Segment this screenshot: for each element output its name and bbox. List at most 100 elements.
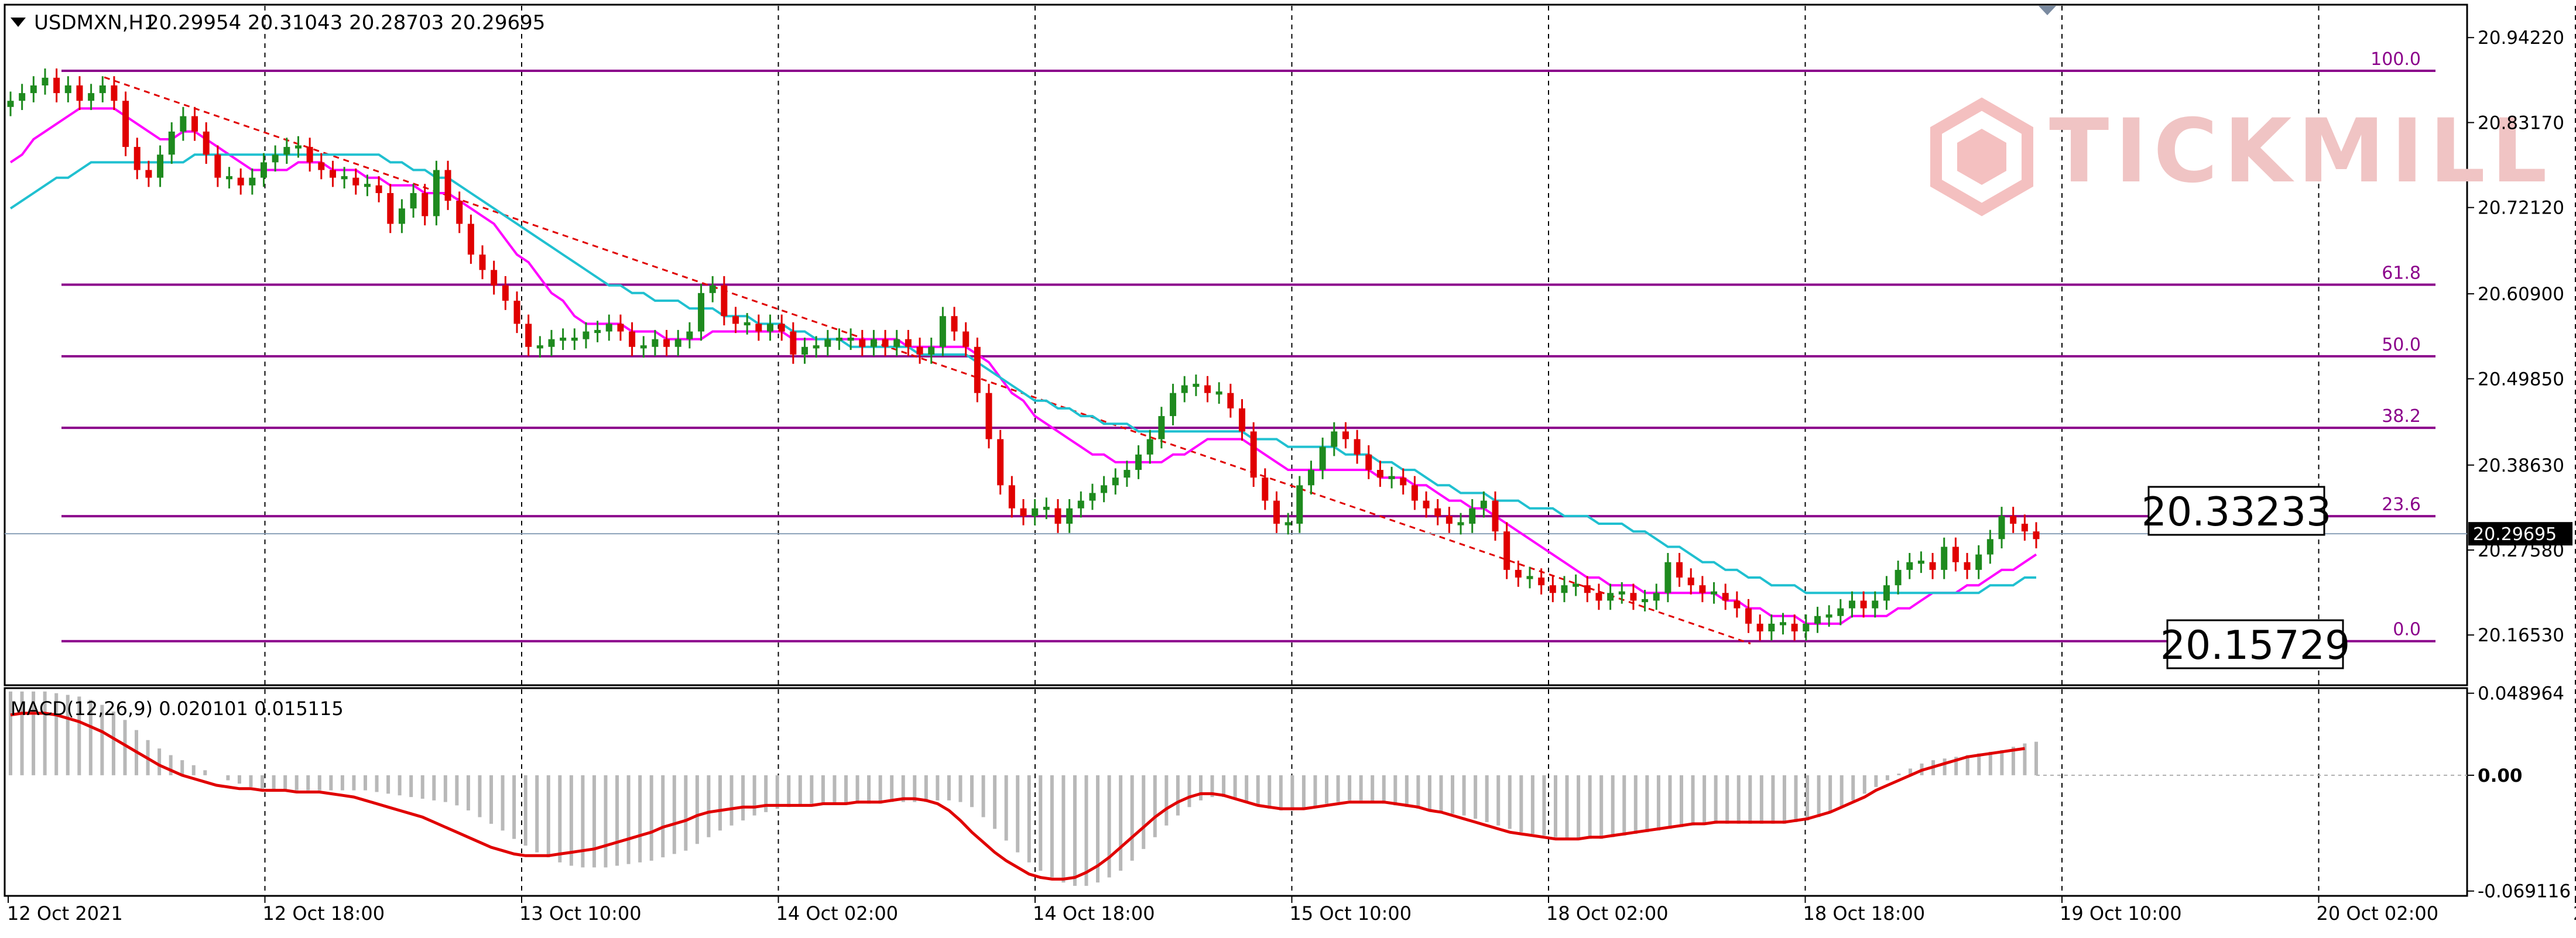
candle-up	[180, 116, 186, 132]
candle-up	[272, 154, 279, 162]
candle-down	[1595, 593, 1602, 600]
candle-down	[1699, 585, 1705, 593]
candle-down	[203, 132, 210, 154]
candle-up	[571, 338, 578, 341]
candle-up	[100, 85, 106, 93]
fib-level-label: 50.0	[2382, 335, 2421, 355]
candle-down	[191, 116, 198, 132]
candle-up	[1089, 493, 1095, 500]
candle-down	[1273, 501, 1280, 524]
candle-up	[433, 170, 440, 217]
candle-down	[456, 201, 463, 224]
candle-up	[1883, 585, 1890, 600]
candle-down	[1952, 547, 1959, 562]
candle-up	[1803, 624, 1809, 631]
candle-down	[352, 178, 359, 185]
time-tick-label: 12 Oct 2021	[7, 902, 123, 925]
candle-up	[1101, 485, 1107, 493]
candle-down	[422, 193, 428, 216]
symbol-label: USDMXN,H1	[34, 11, 156, 35]
candle-down	[1204, 385, 1211, 393]
candle-down	[1446, 516, 1453, 524]
candle-down	[1515, 570, 1522, 578]
candle-down	[214, 154, 221, 177]
candle-up	[1032, 508, 1038, 516]
candle-down	[122, 101, 129, 147]
candle-down	[1550, 585, 1556, 593]
candle-up	[341, 176, 348, 179]
time-tick-label: 14 Oct 02:00	[776, 902, 899, 925]
candle-up	[1527, 576, 1533, 579]
candle-down	[2033, 531, 2040, 539]
candle-down	[1377, 470, 1383, 477]
candle-up	[399, 208, 405, 224]
candle-down	[1412, 485, 1418, 500]
candle-up	[1193, 384, 1199, 387]
candle-down	[1365, 455, 1372, 470]
time-tick-label: 12 Oct 18:00	[263, 902, 385, 925]
candle-down	[387, 193, 393, 224]
time-tick-label: 19 Oct 10:00	[2060, 902, 2182, 925]
candle-up	[1135, 455, 1142, 470]
candle-down	[1342, 431, 1349, 439]
candle-up	[1458, 522, 1464, 525]
candle-up	[813, 345, 820, 348]
candle-down	[1423, 501, 1430, 508]
candle-down	[1354, 439, 1361, 454]
candle-down	[1020, 508, 1027, 516]
candle-up	[560, 338, 566, 341]
candle-up	[1320, 447, 1326, 470]
candle-down	[1054, 508, 1061, 524]
candle-down	[1584, 585, 1591, 593]
fib-level-label: 61.8	[2382, 263, 2421, 283]
candle-down	[755, 324, 762, 331]
candle-up	[1895, 570, 1902, 585]
candle-down	[779, 324, 785, 331]
candle-up	[1112, 477, 1119, 485]
candle-up	[1481, 501, 1487, 508]
candle-down	[1757, 624, 1763, 631]
candle-down	[238, 178, 244, 185]
candle-up	[1469, 508, 1475, 524]
candle-up	[1906, 562, 1913, 570]
candle-up	[848, 338, 854, 341]
candle-down	[732, 316, 739, 324]
candle-up	[1849, 600, 1855, 608]
candle-up	[871, 339, 877, 347]
candle-up	[1216, 391, 1222, 394]
candle-up	[1814, 616, 1821, 624]
candle-down	[1400, 477, 1406, 485]
candle-down	[1492, 501, 1499, 532]
time-tick-label: 18 Oct 18:00	[1803, 902, 1926, 925]
candle-up	[226, 176, 232, 179]
time-tick-label: 18 Oct 02:00	[1546, 902, 1669, 925]
candle-down	[376, 185, 382, 193]
candle-up	[1181, 385, 1188, 393]
candle-down	[629, 332, 635, 347]
candle-down	[951, 316, 958, 331]
candle-down	[468, 224, 474, 255]
candle-up	[1826, 614, 1832, 617]
macd-tick-label: 0.048964	[2478, 683, 2564, 705]
candle-down	[1538, 578, 1544, 585]
candle-down	[479, 255, 486, 270]
candle-up	[1078, 501, 1084, 508]
candle-up	[652, 339, 658, 347]
price-tick-label: 20.60900	[2478, 284, 2564, 305]
candle-up	[1561, 585, 1567, 593]
fib-level-label: 0.0	[2393, 620, 2421, 640]
candle-down	[859, 339, 865, 347]
candle-down	[1964, 562, 1971, 570]
candle-up	[283, 147, 290, 154]
candle-down	[1722, 593, 1729, 600]
price-label-upper: 20.33233	[2142, 487, 2331, 535]
candle-down	[1688, 578, 1694, 585]
candle-up	[1918, 561, 1924, 564]
fib-level-label: 38.2	[2382, 406, 2421, 427]
candle-up	[548, 339, 554, 347]
candle-up	[1607, 593, 1614, 600]
candle-down	[882, 339, 889, 347]
candle-down	[491, 270, 497, 285]
candle-up	[583, 332, 589, 339]
